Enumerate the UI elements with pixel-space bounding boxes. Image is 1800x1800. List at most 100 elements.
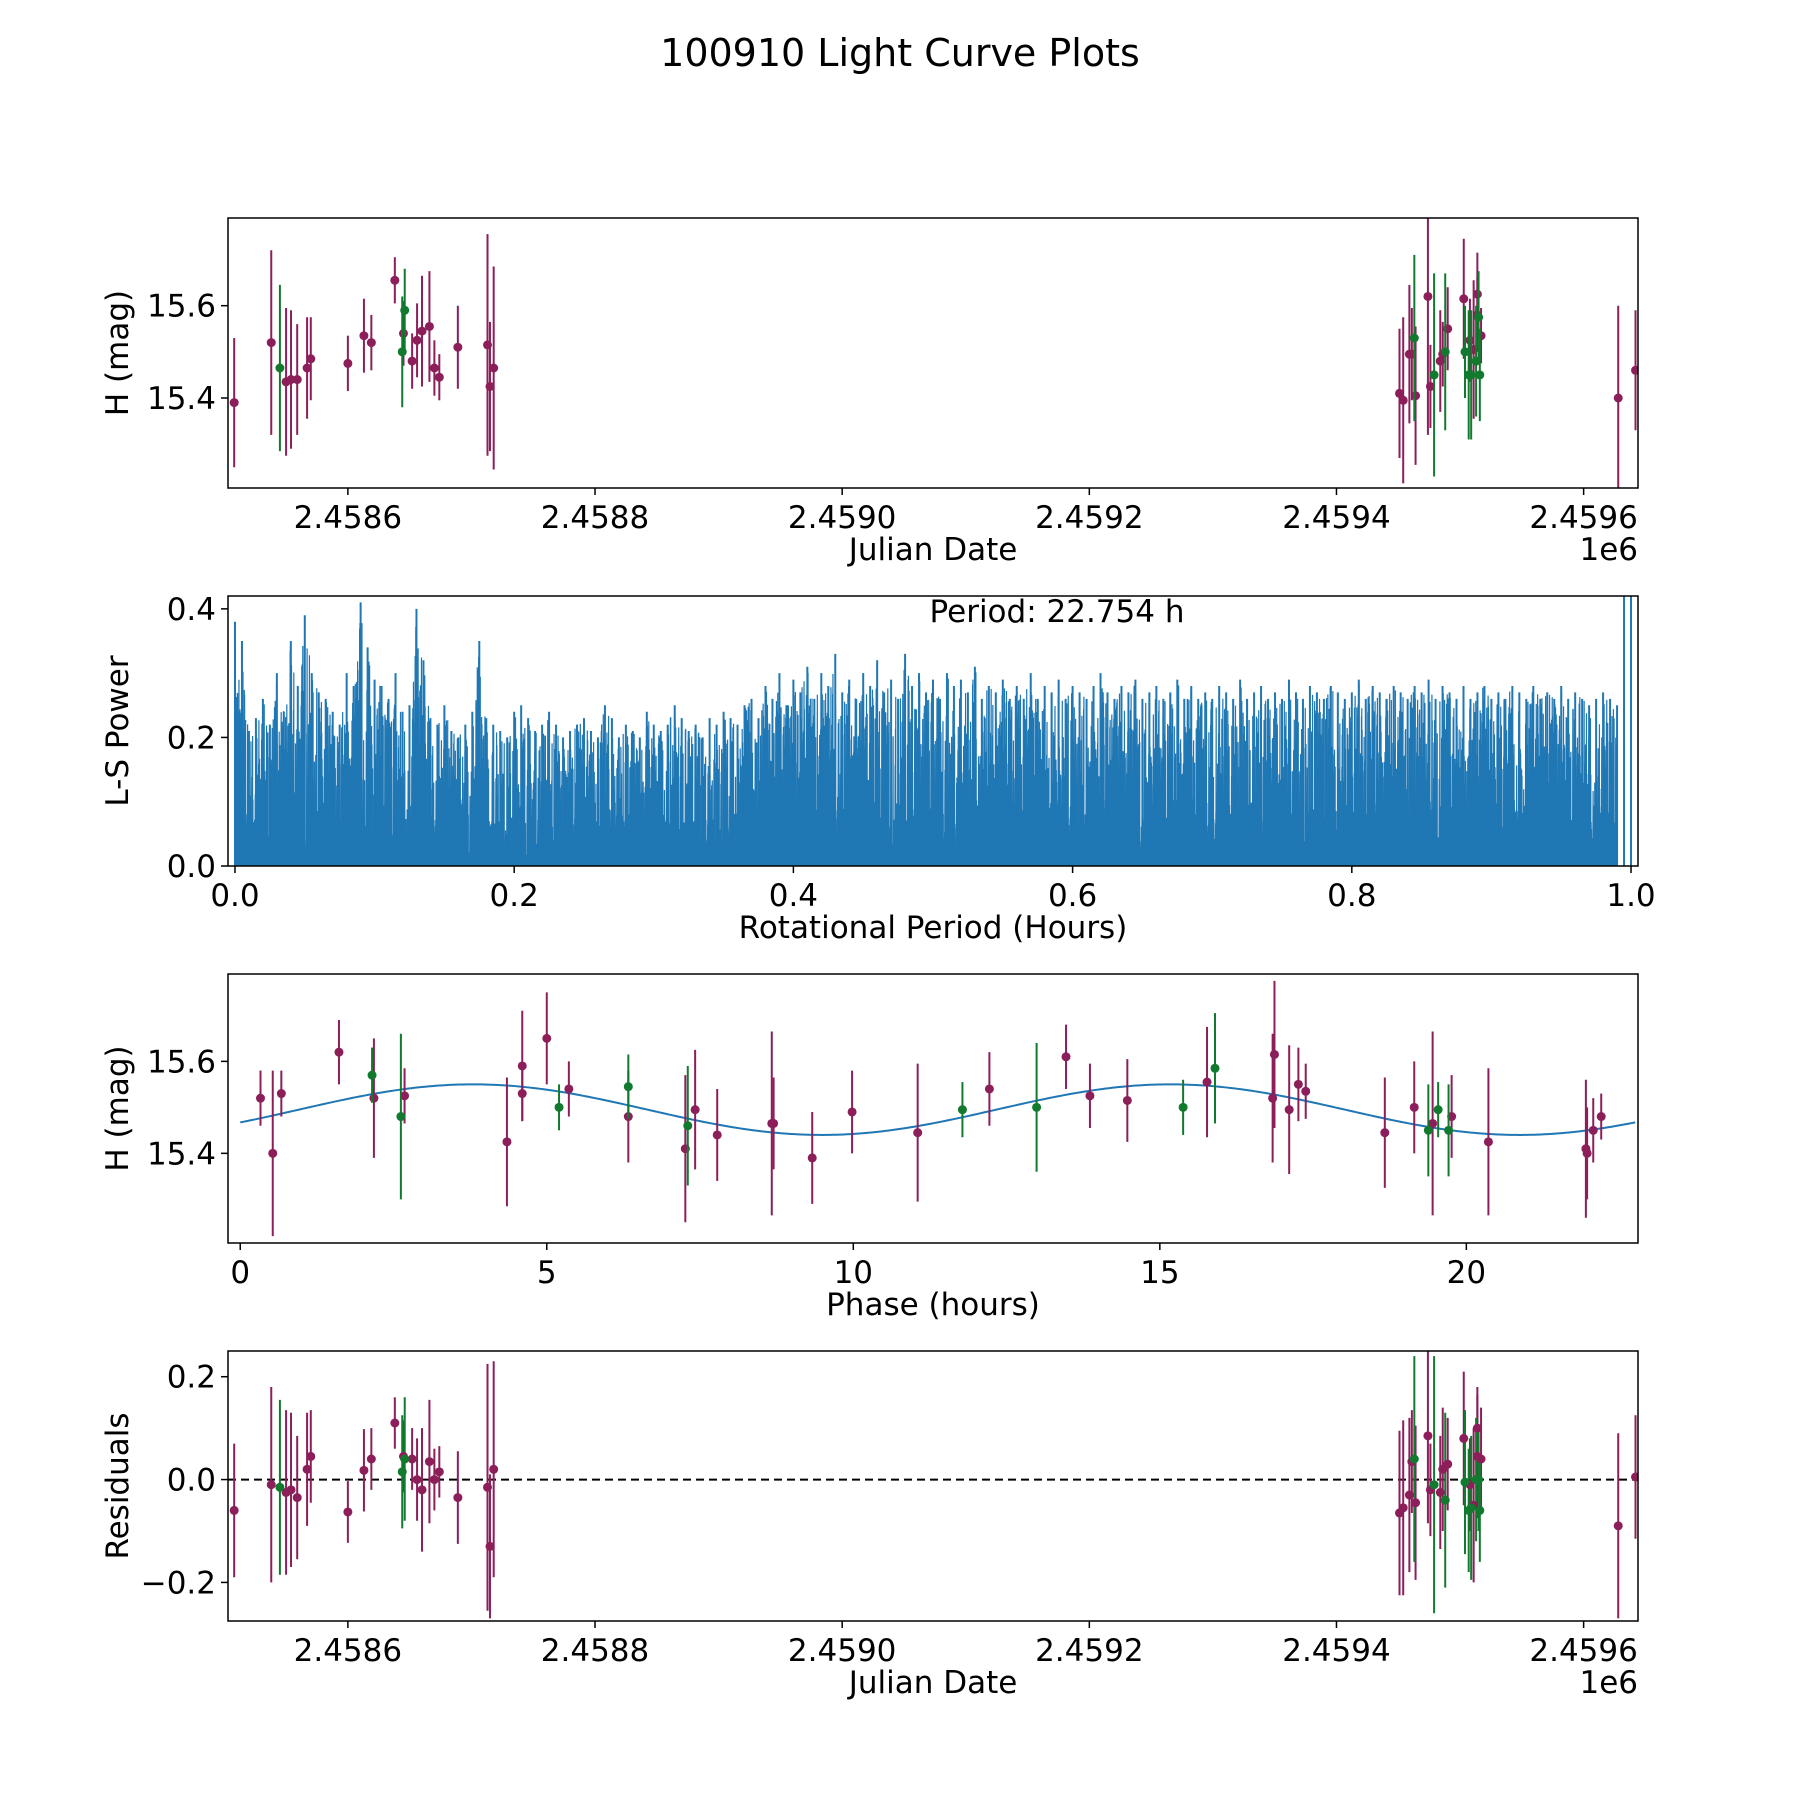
residuals-point — [306, 1451, 316, 1461]
phased-point — [683, 1121, 693, 1131]
residuals-point — [390, 1418, 400, 1428]
lightcurve-point — [1440, 347, 1450, 357]
lightcurve-point — [424, 321, 434, 331]
lightcurve-point — [417, 326, 427, 336]
lightcurve-point — [1398, 395, 1408, 405]
residuals-point — [286, 1485, 296, 1495]
lightcurve-point — [390, 275, 400, 285]
phased-point — [367, 1070, 377, 1080]
lightcurve-xlabel: Julian Date — [847, 532, 1018, 568]
phased-point — [542, 1033, 552, 1043]
lightcurve-point — [366, 338, 376, 348]
lightcurve-point — [286, 375, 296, 385]
lightcurve-point — [292, 375, 302, 385]
lightcurve-point — [1394, 388, 1404, 398]
residuals-point — [1476, 1454, 1486, 1464]
lightcurve-xtick-label: 2.4588 — [541, 500, 649, 536]
phased-xtick-label: 15 — [1140, 1255, 1179, 1291]
residuals-point — [483, 1482, 493, 1492]
phased-point — [690, 1105, 700, 1115]
residuals-xtick-label: 2.4586 — [294, 1633, 402, 1669]
phased-point — [1269, 1049, 1279, 1059]
phased-point — [334, 1047, 344, 1057]
lightcurve-xtick-label: 2.4596 — [1529, 500, 1637, 536]
phased-point — [396, 1112, 406, 1122]
residuals-point — [1443, 1459, 1453, 1469]
phased-point — [1444, 1125, 1454, 1135]
phased-xtick-label: 0 — [230, 1255, 250, 1291]
phased-point — [276, 1089, 286, 1099]
residuals-point — [275, 1482, 285, 1492]
residuals-point — [397, 1467, 407, 1477]
lightcurve-point — [407, 356, 417, 366]
periodogram-ytick-label: 0.2 — [167, 720, 216, 756]
residuals-point — [366, 1454, 376, 1464]
phased-point — [564, 1084, 574, 1094]
lightcurve-ytick-label: 15.6 — [147, 289, 216, 325]
lightcurve-point — [1423, 291, 1433, 301]
periodogram-xtick-label: 0.4 — [769, 878, 818, 914]
phased-point — [712, 1130, 722, 1140]
lightcurve-point — [1460, 347, 1470, 357]
lightcurve-ytick-label: 15.4 — [147, 381, 216, 417]
residuals-point — [1460, 1477, 1470, 1487]
residuals-point — [1429, 1480, 1439, 1490]
phased-point — [1210, 1063, 1220, 1073]
lightcurve-point — [306, 354, 316, 364]
phased-point — [913, 1128, 923, 1138]
lightcurve-xtick-label: 2.4594 — [1282, 500, 1390, 536]
residuals-point — [412, 1475, 422, 1485]
phased-point — [554, 1102, 564, 1112]
phased-point — [1122, 1095, 1132, 1105]
residuals-ytick-label: −0.2 — [141, 1565, 216, 1601]
residuals-point — [1398, 1503, 1408, 1513]
lightcurve-point — [1411, 391, 1421, 401]
phased-point — [400, 1091, 410, 1101]
lightcurve-point — [1474, 312, 1484, 322]
lightcurve-point — [1459, 294, 1469, 304]
periodogram-plot-area — [233, 596, 1633, 866]
lightcurve-xtick-label: 2.4590 — [788, 500, 896, 536]
phased-xtick-label: 20 — [1447, 1255, 1486, 1291]
lightcurve-point — [434, 372, 444, 382]
phased-point — [502, 1137, 512, 1147]
phased-point — [1202, 1077, 1212, 1087]
residuals-xtick-label: 2.4596 — [1529, 1633, 1637, 1669]
phased-xlabel: Phase (hours) — [826, 1287, 1040, 1323]
residuals-xtick-label: 2.4588 — [541, 1633, 649, 1669]
lightcurve-point — [1466, 370, 1476, 380]
lightcurve-point — [1465, 335, 1475, 345]
residuals-panel: 2.4586 2.4588 2.4590 2.4592 2.4594 2.4596 −0.2… — [100, 1350, 1639, 1701]
residuals-point — [359, 1465, 369, 1475]
phased-point — [1085, 1091, 1095, 1101]
phased-point — [1293, 1079, 1303, 1089]
residuals-point — [343, 1507, 353, 1517]
lightcurve-point — [398, 328, 408, 338]
lightcurve-point — [1613, 393, 1623, 403]
residuals-ytick-label: 0.2 — [167, 1360, 216, 1396]
residuals-point — [417, 1485, 427, 1495]
phased-point — [623, 1082, 633, 1092]
lightcurve-xtick-label: 2.4586 — [294, 500, 402, 536]
phased-point — [369, 1093, 379, 1103]
residuals-point — [1409, 1454, 1419, 1464]
phased-point — [517, 1061, 527, 1071]
phased-point — [1178, 1102, 1188, 1112]
lightcurve-point — [229, 398, 239, 408]
lightcurve-point — [1425, 381, 1435, 391]
figure-title: 100910 Light Curve Plots — [660, 31, 1140, 75]
residuals-point — [489, 1464, 499, 1474]
phased-point — [1582, 1148, 1592, 1158]
residuals-xtick-label: 2.4594 — [1282, 1633, 1390, 1669]
phased-point — [984, 1084, 994, 1094]
periodogram-xtick-label: 0.8 — [1327, 878, 1376, 914]
residuals-point — [266, 1480, 276, 1490]
phased-point — [1032, 1102, 1042, 1112]
residuals-point — [1435, 1487, 1445, 1497]
lightcurve-plot-area — [229, 218, 1638, 488]
residuals-point — [1404, 1490, 1414, 1500]
phased-point — [1284, 1105, 1294, 1115]
residuals-ytick-label: 0.0 — [167, 1463, 216, 1499]
